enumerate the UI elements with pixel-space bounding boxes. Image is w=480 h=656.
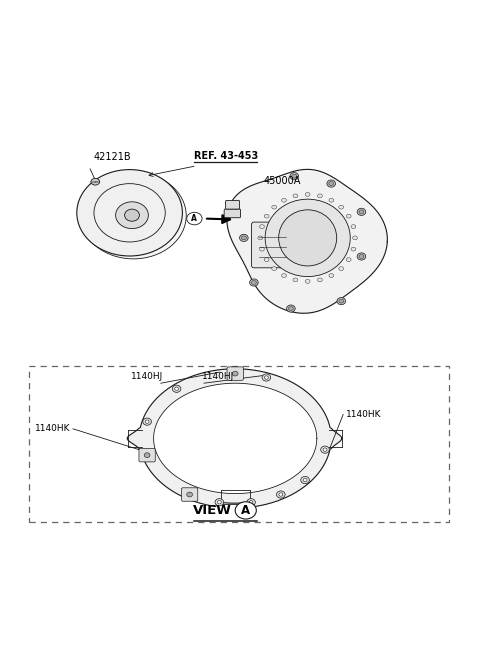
- Text: 1140HJ: 1140HJ: [202, 372, 234, 380]
- Polygon shape: [227, 169, 387, 314]
- Ellipse shape: [262, 374, 271, 381]
- Polygon shape: [127, 369, 342, 506]
- FancyBboxPatch shape: [181, 488, 198, 501]
- Ellipse shape: [292, 174, 297, 178]
- Ellipse shape: [327, 180, 336, 187]
- Ellipse shape: [346, 258, 351, 262]
- Ellipse shape: [339, 267, 344, 270]
- Ellipse shape: [282, 198, 287, 202]
- Ellipse shape: [339, 299, 344, 303]
- Ellipse shape: [276, 491, 285, 498]
- FancyBboxPatch shape: [226, 201, 240, 209]
- Ellipse shape: [264, 258, 269, 262]
- Ellipse shape: [357, 253, 366, 260]
- Ellipse shape: [81, 173, 186, 259]
- Ellipse shape: [125, 209, 139, 221]
- Ellipse shape: [116, 202, 148, 228]
- Ellipse shape: [282, 274, 287, 277]
- Text: A: A: [192, 214, 197, 223]
- Ellipse shape: [303, 478, 307, 482]
- Ellipse shape: [353, 236, 358, 240]
- Ellipse shape: [249, 501, 253, 504]
- Text: 45000A: 45000A: [264, 176, 301, 186]
- Ellipse shape: [351, 225, 356, 228]
- Ellipse shape: [329, 182, 334, 186]
- Ellipse shape: [77, 170, 182, 256]
- Ellipse shape: [359, 210, 364, 214]
- Ellipse shape: [143, 418, 151, 425]
- Ellipse shape: [91, 178, 100, 185]
- Ellipse shape: [215, 499, 224, 506]
- FancyBboxPatch shape: [252, 222, 293, 268]
- Ellipse shape: [217, 501, 221, 504]
- Ellipse shape: [240, 234, 248, 241]
- Ellipse shape: [272, 267, 276, 270]
- Ellipse shape: [357, 208, 366, 215]
- Text: A: A: [241, 504, 251, 517]
- Ellipse shape: [293, 194, 298, 198]
- Ellipse shape: [301, 476, 310, 483]
- Text: VIEW: VIEW: [192, 504, 231, 517]
- FancyBboxPatch shape: [139, 449, 155, 462]
- Ellipse shape: [232, 371, 238, 376]
- Ellipse shape: [318, 278, 323, 282]
- Ellipse shape: [329, 274, 334, 277]
- Ellipse shape: [145, 420, 149, 423]
- Ellipse shape: [305, 192, 310, 196]
- Ellipse shape: [247, 499, 255, 506]
- Ellipse shape: [264, 376, 268, 379]
- Text: 1140HK: 1140HK: [346, 410, 381, 419]
- Text: 1140HJ: 1140HJ: [131, 372, 163, 380]
- Ellipse shape: [351, 247, 356, 251]
- Ellipse shape: [258, 236, 263, 240]
- Ellipse shape: [241, 236, 246, 240]
- Ellipse shape: [323, 448, 327, 451]
- FancyBboxPatch shape: [227, 367, 243, 380]
- FancyBboxPatch shape: [224, 209, 240, 218]
- Text: 42121B: 42121B: [94, 152, 131, 163]
- Text: 1140HK: 1140HK: [35, 424, 70, 434]
- Ellipse shape: [260, 225, 264, 228]
- Ellipse shape: [337, 298, 346, 305]
- Polygon shape: [154, 383, 317, 493]
- Ellipse shape: [293, 278, 298, 282]
- Ellipse shape: [250, 279, 258, 286]
- Ellipse shape: [272, 205, 276, 209]
- Ellipse shape: [329, 198, 334, 202]
- Ellipse shape: [235, 502, 256, 519]
- Ellipse shape: [305, 279, 310, 283]
- Ellipse shape: [290, 173, 299, 180]
- Ellipse shape: [187, 492, 192, 497]
- Ellipse shape: [321, 446, 329, 453]
- Ellipse shape: [187, 213, 202, 225]
- Ellipse shape: [279, 210, 336, 266]
- Ellipse shape: [339, 205, 344, 209]
- Bar: [29, 367, 449, 522]
- Ellipse shape: [260, 247, 264, 251]
- Ellipse shape: [346, 215, 351, 218]
- Ellipse shape: [288, 306, 293, 310]
- Ellipse shape: [265, 199, 350, 277]
- Ellipse shape: [264, 215, 269, 218]
- Ellipse shape: [318, 194, 323, 198]
- Ellipse shape: [359, 255, 364, 258]
- Ellipse shape: [172, 385, 181, 392]
- Ellipse shape: [279, 493, 283, 496]
- Ellipse shape: [175, 387, 179, 390]
- Ellipse shape: [144, 453, 150, 458]
- Ellipse shape: [252, 281, 256, 285]
- Text: REF. 43-453: REF. 43-453: [194, 151, 259, 161]
- Ellipse shape: [287, 305, 295, 312]
